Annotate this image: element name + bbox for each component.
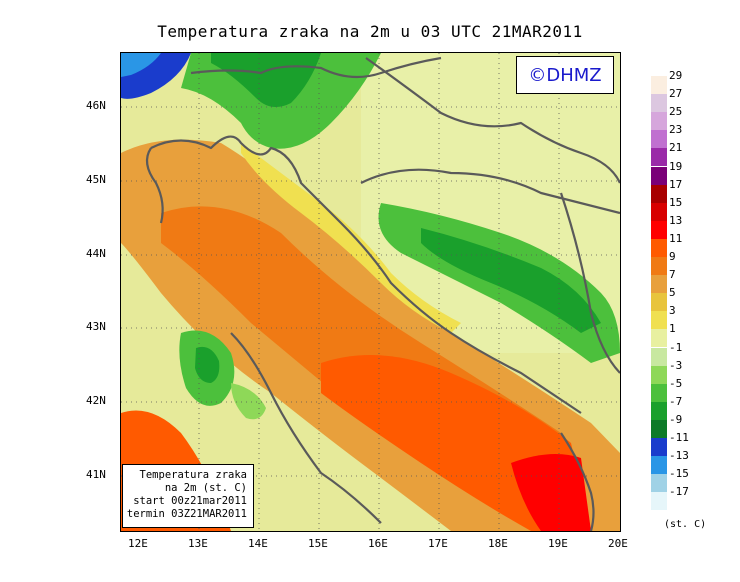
temperature-map	[120, 52, 621, 532]
copyright-badge: ©DHMZ	[516, 56, 614, 94]
lon-label: 18E	[488, 537, 508, 550]
legend-swatch	[651, 456, 667, 475]
legend-swatch	[651, 401, 667, 420]
legend-label: 5	[669, 286, 676, 300]
legend-swatch	[651, 365, 667, 384]
legend-label: -1	[669, 340, 683, 354]
legend-swatch	[651, 184, 667, 203]
legend-swatch	[651, 474, 667, 493]
legend-swatch	[651, 220, 667, 239]
legend-label: -3	[669, 358, 683, 372]
legend-swatch	[651, 275, 667, 294]
legend-label: 27	[669, 87, 683, 101]
legend-label: -5	[669, 376, 683, 390]
legend-label: 11	[669, 231, 683, 245]
legend-label: -15	[669, 467, 689, 481]
legend-label: 1	[669, 322, 676, 336]
legend-label: -7	[669, 394, 683, 408]
legend-label: 17	[669, 177, 683, 191]
legend-label: 13	[669, 213, 683, 227]
legend-swatch	[651, 383, 667, 402]
lon-label: 13E	[188, 537, 208, 550]
info-line: Temperatura zraka	[139, 469, 247, 481]
legend-swatch	[651, 238, 667, 257]
legend-label: -11	[669, 431, 689, 444]
info-line: start 00z21mar2011	[133, 495, 247, 507]
legend-label: 19	[669, 159, 683, 173]
legend-label: 3	[669, 304, 676, 318]
legend-swatch	[651, 293, 667, 312]
lon-label: 15E	[308, 537, 328, 550]
lat-label: 42N	[86, 394, 106, 407]
lon-label: 19E	[548, 537, 568, 550]
legend-label: 23	[669, 123, 683, 137]
lat-label: 46N	[86, 99, 106, 112]
info-line: termin 03Z21MAR2011	[126, 508, 247, 520]
legend-swatch	[651, 76, 667, 94]
legend-swatch	[651, 311, 667, 330]
legend-label: -13	[669, 449, 689, 463]
legend-swatch	[651, 166, 667, 185]
legend-swatch	[651, 112, 667, 131]
lon-label: 16E	[368, 537, 388, 550]
lon-label: 12E	[128, 537, 148, 550]
legend-swatch	[651, 202, 667, 221]
lat-label: 43N	[86, 320, 106, 333]
lon-label: 20E	[608, 537, 628, 550]
lat-label: 45N	[86, 173, 106, 186]
legend-swatch	[651, 419, 667, 438]
legend-label: 15	[669, 195, 683, 209]
lon-label: 14E	[248, 537, 268, 550]
legend-swatch	[651, 329, 667, 348]
legend-label: 21	[669, 141, 683, 155]
info-box: Temperatura zraka na 2m (st. C) start 00…	[122, 464, 254, 528]
lat-label: 41N	[86, 468, 106, 481]
legend-label: 7	[669, 268, 676, 282]
legend-swatch	[651, 492, 667, 511]
legend-swatch	[651, 130, 667, 149]
legend-swatch	[651, 438, 667, 456]
map-title: Temperatura zraka na 2m u 03 UTC 21MAR20…	[157, 22, 583, 41]
lon-label: 17E	[428, 537, 448, 550]
legend-label: 25	[669, 105, 683, 119]
legend-label: -17	[669, 485, 689, 499]
legend-label: -9	[669, 412, 683, 426]
info-line: na 2m (st. C)	[164, 482, 247, 494]
legend-swatch	[651, 257, 667, 275]
legend-swatch	[651, 148, 667, 167]
legend-swatch	[651, 94, 667, 113]
legend-label: 29	[669, 69, 683, 82]
lat-label: 44N	[86, 247, 106, 260]
legend-label: 9	[669, 250, 676, 263]
legend-swatch	[651, 347, 667, 366]
legend-unit: (st. C)	[664, 519, 707, 530]
